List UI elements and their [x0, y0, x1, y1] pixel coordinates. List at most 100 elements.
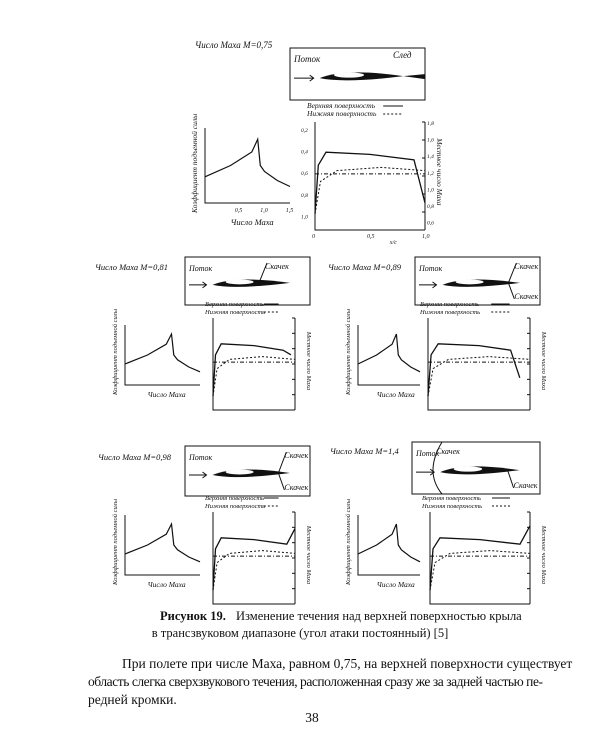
legend-label: Нижняя поверхность [421, 503, 482, 510]
figure-label: Скачек [265, 262, 289, 271]
wake [403, 74, 425, 80]
tick-label: 1,6 [427, 138, 434, 144]
flow-box [184, 256, 311, 306]
axis-label: Число Маха [377, 390, 415, 399]
figure-label: Скачек [514, 292, 538, 301]
tick-label: 0,2 [301, 128, 308, 134]
lift-axes [357, 515, 420, 576]
body-line: редней кромки. [88, 692, 177, 707]
tick-label: 0,8 [427, 204, 434, 210]
tick-label: 1,4 [427, 153, 434, 160]
tick-label: 0,6 [301, 171, 308, 177]
tick-label: 0,8 [301, 193, 308, 199]
tick-label: 0,5 [235, 208, 243, 214]
legend-label: Верхняя поверхность [205, 495, 264, 502]
axis-label: Коэффициент подъемной силы [345, 308, 352, 396]
axis-label: Число Маха [148, 390, 186, 399]
flow-arrow [416, 468, 435, 476]
flow-arrow [189, 471, 208, 479]
lift-axes [124, 515, 200, 576]
tick-label: 1,0 [422, 234, 430, 240]
body-line: область слегка сверхзвукового течения, р… [88, 674, 544, 689]
tick-label: 0,4 [301, 149, 308, 156]
upper-curve [212, 343, 292, 397]
axis-label: Число Маха [377, 580, 415, 589]
panel-title: Число Маха М=0,75 [195, 40, 273, 50]
flow-arrow [419, 281, 438, 289]
tick-label: 0,5 [367, 234, 375, 240]
caption-label: Рисунок 19. [160, 609, 226, 623]
legend-label: Нижняя поверхность [419, 309, 480, 316]
upper-curve [212, 528, 296, 591]
legend-label: Верхняя поверхность [422, 495, 481, 502]
figure-label: Поток [418, 264, 443, 273]
supersonic-zone [333, 72, 365, 78]
legend-label: Нижняя поверхность [204, 503, 265, 510]
legend-label: Верхняя поверхность [307, 101, 376, 110]
supersonic-zone [225, 279, 254, 285]
figure-label: Поток [188, 264, 213, 273]
supersonic-zone [453, 466, 483, 472]
axis-label: Местное число Маха [435, 137, 444, 206]
lower-curve [429, 550, 531, 591]
figure-label: Поток [415, 449, 440, 458]
flow-arrow [294, 74, 315, 82]
axis-label: Местное число Маха [305, 525, 312, 584]
tick-label: 1,2 [427, 171, 434, 177]
body-line: При полете при числе Маха, равном 0,75, … [122, 656, 572, 671]
shock-line [277, 472, 285, 491]
shock-line [507, 262, 517, 284]
legend-label: Нижняя поверхность [306, 109, 377, 118]
tick-label: 1,0 [260, 208, 268, 214]
supersonic-zone [455, 279, 484, 285]
tick-label: 0 [312, 234, 315, 240]
axis-label: Коэффициент подъемной силы [112, 498, 119, 586]
axis-label: x/c [389, 240, 397, 246]
tick-label: 1,0 [427, 187, 434, 193]
page-number: 38 [305, 710, 319, 725]
flow-arrow [189, 281, 208, 289]
figure-label: След [393, 50, 412, 60]
lift-curve [124, 521, 201, 563]
lift-curve [124, 331, 201, 373]
figure-label: Поток [188, 453, 213, 462]
tick-label: 0,6 [427, 221, 434, 227]
shock-line [507, 470, 515, 489]
axis-label: Коэффициент подъемной силы [112, 308, 119, 396]
upper-curve [427, 343, 521, 397]
figure-label: Поток [293, 54, 321, 64]
lift-axes [357, 325, 420, 386]
tick-label: 1,0 [301, 214, 308, 220]
lower-curve [314, 166, 426, 214]
lift-curve [357, 523, 421, 563]
legend-label: Нижняя поверхность [204, 309, 265, 316]
legend-label: Верхняя поверхность [420, 301, 479, 308]
axis-label: Местное число Маха [540, 331, 547, 390]
panel-title: Число Маха М=1,4 [330, 446, 400, 456]
axis-label: Коэффициент подъемной силы [345, 498, 352, 586]
tick-label: 1,5 [286, 208, 294, 214]
axis-label: Число Маха [231, 217, 274, 227]
axis-label: Местное число Маха [540, 525, 547, 584]
panel-title: Число Маха М=0,81 [95, 262, 168, 272]
flow-box [289, 47, 426, 101]
axis-label: Местное число Маха [305, 331, 312, 390]
shock-line [507, 282, 515, 300]
figure-label: Скачек [436, 447, 460, 456]
figure-label: Скачек [284, 483, 308, 492]
lift-curve [357, 333, 421, 373]
upper-curve [429, 525, 531, 591]
panel-title: Число Маха М=0,89 [328, 262, 402, 272]
panel-title: Число Маха М=0,98 [98, 452, 172, 462]
tick-label: 1,8 [427, 121, 434, 127]
upper-curve [314, 151, 426, 214]
figure-label: Скачек [514, 481, 538, 490]
legend-label: Верхняя поверхность [205, 301, 264, 308]
lift-axes [204, 128, 290, 204]
supersonic-zone [225, 469, 254, 475]
lower-curve [427, 356, 531, 397]
flow-box [411, 441, 541, 495]
lift-curve [204, 137, 291, 188]
